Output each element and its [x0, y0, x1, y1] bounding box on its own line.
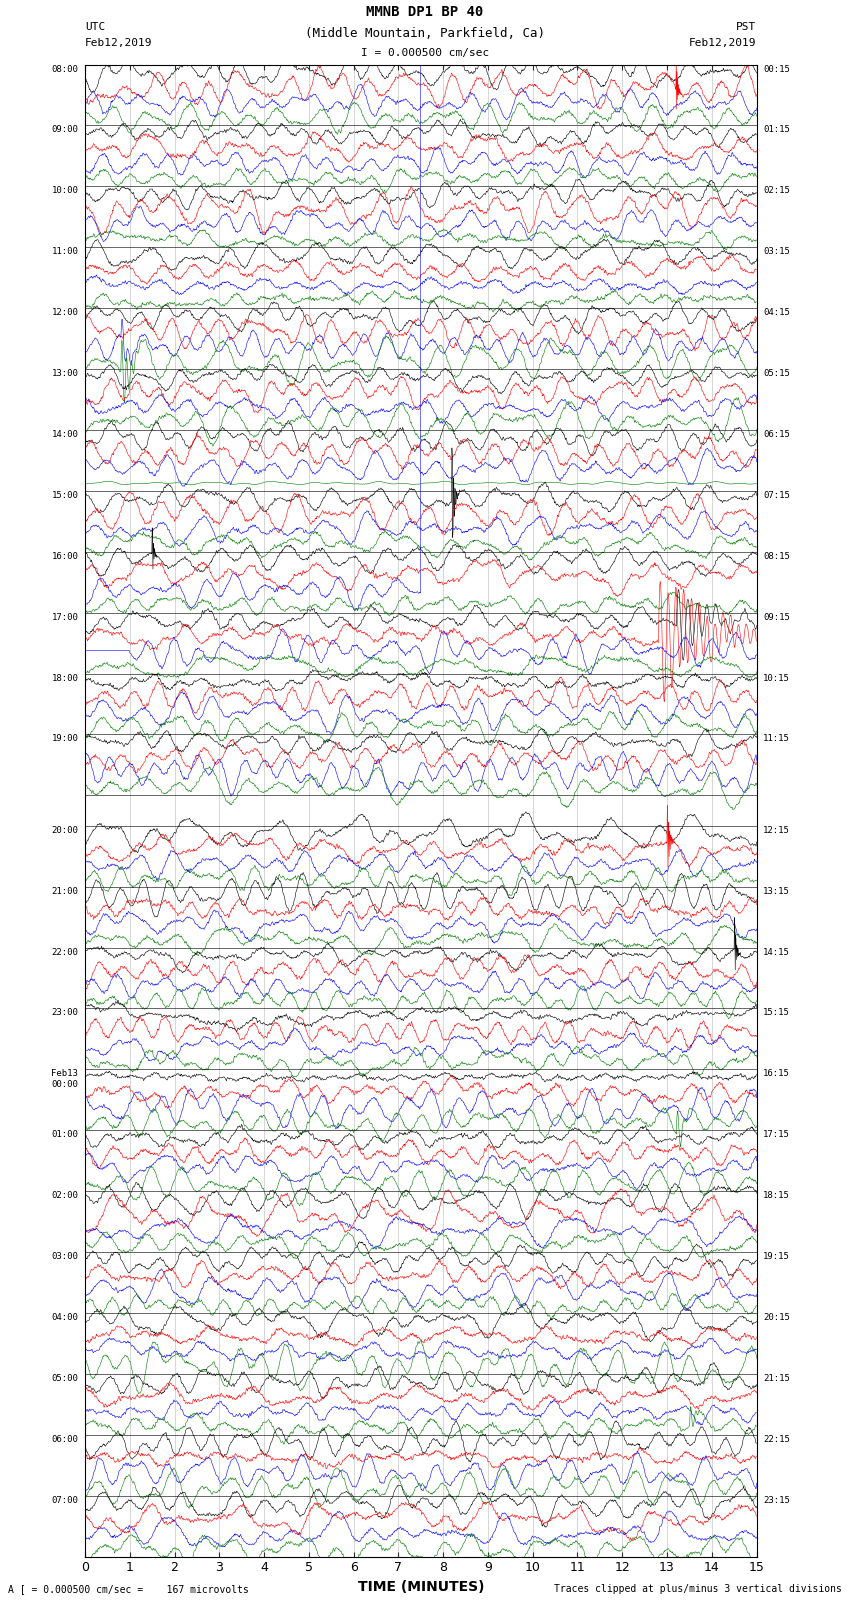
Text: 06:00: 06:00: [51, 1434, 78, 1444]
Text: 08:15: 08:15: [763, 552, 791, 561]
Text: 17:15: 17:15: [763, 1131, 791, 1139]
Text: 22:00: 22:00: [51, 947, 78, 957]
Text: 14:00: 14:00: [51, 431, 78, 439]
Text: 20:00: 20:00: [51, 826, 78, 836]
Text: 04:15: 04:15: [763, 308, 791, 318]
Text: 22:15: 22:15: [763, 1434, 791, 1444]
Text: Feb12,2019: Feb12,2019: [689, 39, 756, 48]
Text: 16:15: 16:15: [763, 1069, 791, 1079]
Text: 23:15: 23:15: [763, 1495, 791, 1505]
Text: I = 0.000500 cm/sec: I = 0.000500 cm/sec: [361, 48, 489, 58]
Text: 23:00: 23:00: [51, 1008, 78, 1018]
Text: 06:15: 06:15: [763, 431, 791, 439]
Text: 07:15: 07:15: [763, 490, 791, 500]
Text: 01:15: 01:15: [763, 126, 791, 134]
X-axis label: TIME (MINUTES): TIME (MINUTES): [358, 1581, 484, 1594]
Text: 19:00: 19:00: [51, 734, 78, 744]
Text: 20:15: 20:15: [763, 1313, 791, 1323]
Text: 17:00: 17:00: [51, 613, 78, 621]
Text: 09:15: 09:15: [763, 613, 791, 621]
Text: 15:00: 15:00: [51, 490, 78, 500]
Text: 18:15: 18:15: [763, 1190, 791, 1200]
Text: 19:15: 19:15: [763, 1252, 791, 1261]
Text: 12:00: 12:00: [51, 308, 78, 318]
Text: 04:00: 04:00: [51, 1313, 78, 1323]
Text: 15:15: 15:15: [763, 1008, 791, 1018]
Text: 18:00: 18:00: [51, 674, 78, 682]
Text: 11:00: 11:00: [51, 247, 78, 256]
Text: PST: PST: [736, 23, 756, 32]
Text: (Middle Mountain, Parkfield, Ca): (Middle Mountain, Parkfield, Ca): [305, 27, 545, 40]
Text: A [ = 0.000500 cm/sec =    167 microvolts: A [ = 0.000500 cm/sec = 167 microvolts: [8, 1584, 249, 1594]
Text: 00:15: 00:15: [763, 65, 791, 74]
Text: MMNB DP1 BP 40: MMNB DP1 BP 40: [366, 5, 484, 19]
Text: 03:15: 03:15: [763, 247, 791, 256]
Text: 21:15: 21:15: [763, 1374, 791, 1382]
Text: Traces clipped at plus/minus 3 vertical divisions: Traces clipped at plus/minus 3 vertical …: [553, 1584, 842, 1594]
Text: 10:15: 10:15: [763, 674, 791, 682]
Text: 11:15: 11:15: [763, 734, 791, 744]
Text: 07:00: 07:00: [51, 1495, 78, 1505]
Text: 14:15: 14:15: [763, 947, 791, 957]
Text: 09:00: 09:00: [51, 126, 78, 134]
Text: 13:00: 13:00: [51, 369, 78, 377]
Text: 08:00: 08:00: [51, 65, 78, 74]
Text: 02:00: 02:00: [51, 1190, 78, 1200]
Text: 10:00: 10:00: [51, 187, 78, 195]
Text: Feb12,2019: Feb12,2019: [85, 39, 152, 48]
Text: 16:00: 16:00: [51, 552, 78, 561]
Text: 12:15: 12:15: [763, 826, 791, 836]
Text: 05:15: 05:15: [763, 369, 791, 377]
Text: Feb13
00:00: Feb13 00:00: [51, 1069, 78, 1089]
Text: 02:15: 02:15: [763, 187, 791, 195]
Text: 05:00: 05:00: [51, 1374, 78, 1382]
Text: UTC: UTC: [85, 23, 105, 32]
Text: 21:00: 21:00: [51, 887, 78, 895]
Text: 13:15: 13:15: [763, 887, 791, 895]
Text: 03:00: 03:00: [51, 1252, 78, 1261]
Text: 01:00: 01:00: [51, 1131, 78, 1139]
